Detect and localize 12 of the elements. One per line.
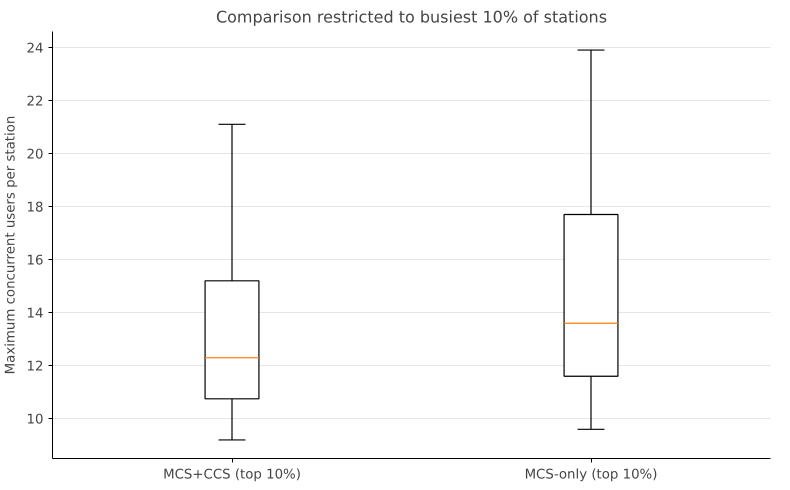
x-tick-label: MCS+CCS (top 10%) — [163, 468, 301, 482]
y-tick-label: 10 — [26, 412, 44, 428]
y-tick-label: 16 — [26, 254, 44, 269]
y-tick-label: 22 — [26, 94, 44, 110]
y-tick-label: 14 — [26, 306, 44, 322]
y-tick-label: 18 — [26, 200, 44, 216]
y-tick-label: 20 — [26, 148, 44, 162]
x-tick-label: MCS-only (top 10%) — [524, 468, 658, 482]
y-tick-label: 24 — [26, 41, 44, 56]
y-tick-label: 12 — [26, 360, 44, 375]
chart-title: Comparison restricted to busiest 10% of stations — [216, 8, 608, 26]
y-axis-title: Maximum concurrent users per station — [4, 116, 19, 374]
